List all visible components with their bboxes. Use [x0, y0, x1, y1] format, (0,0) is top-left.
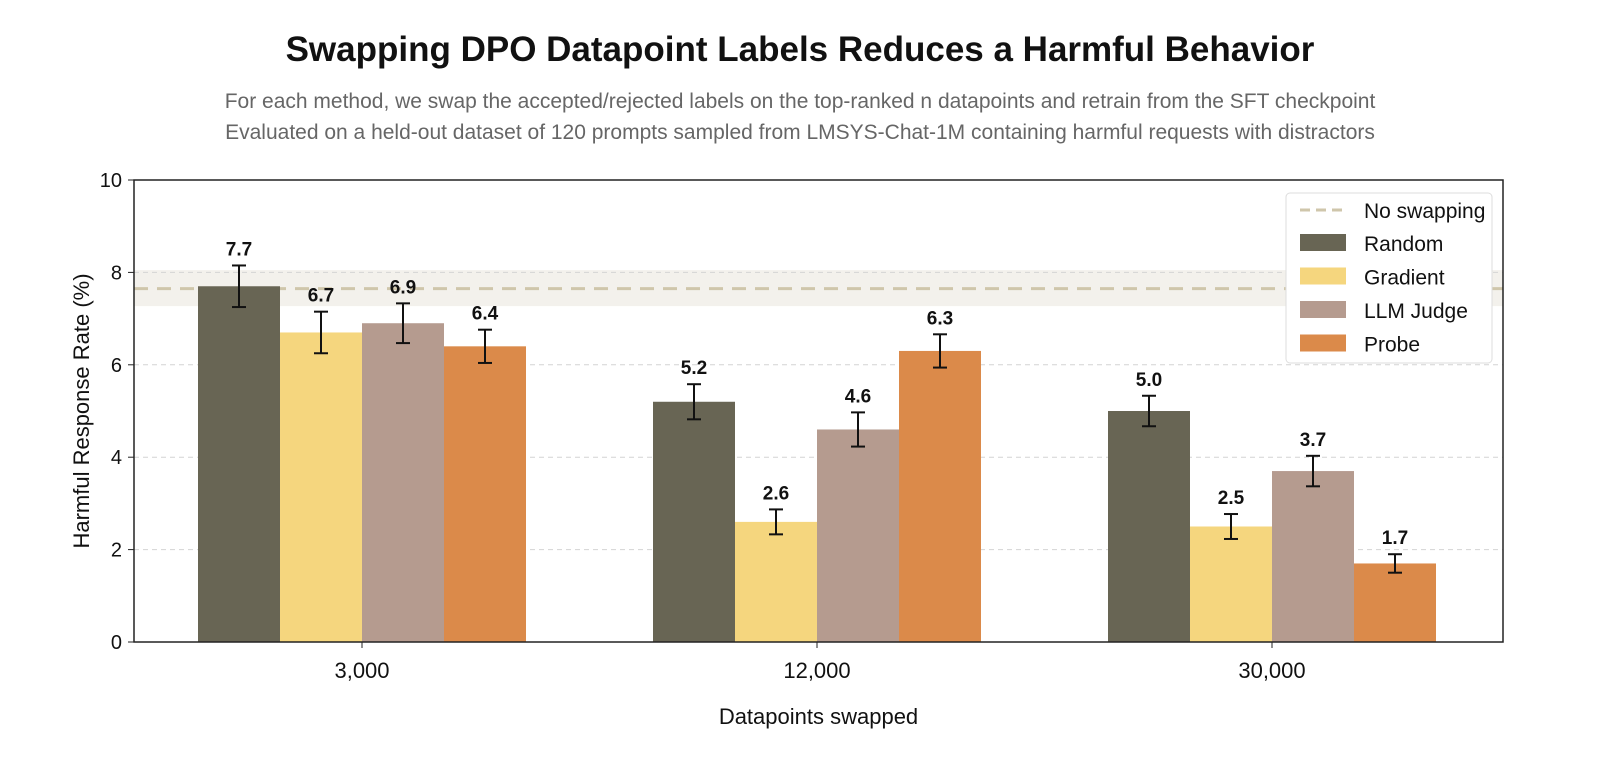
y-axis-label: Harmful Response Rate (%) — [69, 273, 94, 548]
data-label: 6.9 — [390, 277, 416, 298]
x-tick-label: 30,000 — [1238, 658, 1305, 683]
legend-label: No swapping — [1364, 200, 1485, 223]
legend-label: Gradient — [1364, 267, 1445, 290]
data-label: 5.0 — [1136, 370, 1162, 391]
bar-random — [198, 286, 280, 642]
data-label: 1.7 — [1382, 528, 1408, 549]
y-tick-label: 10 — [100, 170, 122, 192]
data-label: 3.7 — [1300, 430, 1326, 451]
legend-swatch — [1300, 234, 1346, 251]
x-axis-label: Datapoints swapped — [719, 704, 918, 729]
bar-probe — [444, 346, 526, 642]
chart-subtitle-1: For each method, we swap the accepted/re… — [224, 90, 1376, 113]
bar-gradient — [735, 521, 817, 642]
bar-gradient — [280, 332, 362, 642]
chart-title: Swapping DPO Datapoint Labels Reduces a … — [285, 30, 1315, 69]
bar-llm-judge — [362, 323, 444, 642]
bar-llm-judge — [1272, 471, 1354, 642]
chart-subtitle-2: Evaluated on a held-out dataset of 120 p… — [225, 121, 1375, 144]
data-label: 2.5 — [1218, 488, 1245, 509]
legend-swatch — [1300, 334, 1346, 352]
legend-label: Random — [1364, 233, 1443, 256]
y-tick-label: 8 — [111, 262, 122, 284]
bar-gradient — [1190, 526, 1272, 642]
plot-frame — [133, 179, 1504, 643]
data-label: 5.2 — [681, 358, 707, 379]
bar-llm-judge — [817, 429, 899, 642]
data-label: 6.3 — [927, 308, 953, 329]
x-tick-label: 12,000 — [783, 658, 850, 683]
bar-probe — [899, 350, 981, 642]
data-label: 4.6 — [845, 386, 871, 407]
data-label: 6.4 — [472, 304, 499, 325]
y-tick-label: 2 — [111, 540, 122, 562]
legend-swatch — [1300, 267, 1346, 285]
x-tick-label: 3,000 — [334, 658, 389, 683]
y-tick-label: 0 — [111, 632, 122, 654]
y-tick-label: 6 — [111, 355, 122, 377]
data-label: 7.7 — [226, 239, 252, 260]
data-label: 2.6 — [763, 483, 789, 504]
bar-random — [653, 401, 735, 642]
legend-label: Probe — [1364, 334, 1420, 357]
legend-swatch — [1300, 301, 1346, 318]
data-label: 6.7 — [308, 286, 334, 307]
bar-random — [1108, 411, 1190, 642]
legend-label: LLM Judge — [1364, 300, 1468, 323]
y-tick-label: 4 — [111, 447, 122, 469]
bar-probe — [1354, 563, 1436, 642]
